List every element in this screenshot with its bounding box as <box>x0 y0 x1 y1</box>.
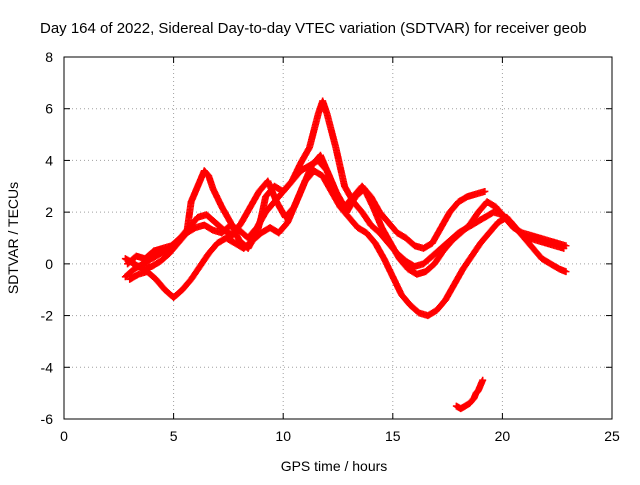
data-point <box>562 242 570 250</box>
y-tick-label: -6 <box>41 411 54 427</box>
y-tick-label: -2 <box>41 308 54 324</box>
plot-frame <box>63 56 613 420</box>
x-tick-label: 25 <box>604 428 620 444</box>
data-point <box>481 187 489 195</box>
x-tick-label: 0 <box>60 428 68 444</box>
axes-layer: 0 5 10 15 20 25 -6 -4 -2 0 2 4 6 8 <box>41 49 620 444</box>
x-tick-label: 20 <box>495 428 511 444</box>
x-tick-label: 10 <box>275 428 291 444</box>
x-tick-label: 5 <box>170 428 178 444</box>
series-track-d <box>124 151 570 278</box>
chart-title: Day 164 of 2022, Sidereal Day-to-day VTE… <box>40 20 587 37</box>
y-tick-label: 6 <box>45 101 53 117</box>
series-outlier <box>452 376 487 413</box>
grid-layer <box>64 57 612 419</box>
y-tick-label: 2 <box>45 204 53 220</box>
y-tick-label: 4 <box>45 152 53 168</box>
y-axis-label: SDTVAR / TECUs <box>5 182 21 294</box>
x-axis-label: GPS time / hours <box>281 458 388 474</box>
data-point <box>562 268 570 276</box>
x-tick-label: 15 <box>385 428 401 444</box>
y-tick-label: -4 <box>41 359 54 375</box>
y-tick-label: 8 <box>45 49 53 65</box>
y-tick-label: 0 <box>45 256 53 272</box>
points-layer <box>121 97 570 413</box>
data-point <box>479 376 487 384</box>
series-track-a <box>121 97 568 281</box>
